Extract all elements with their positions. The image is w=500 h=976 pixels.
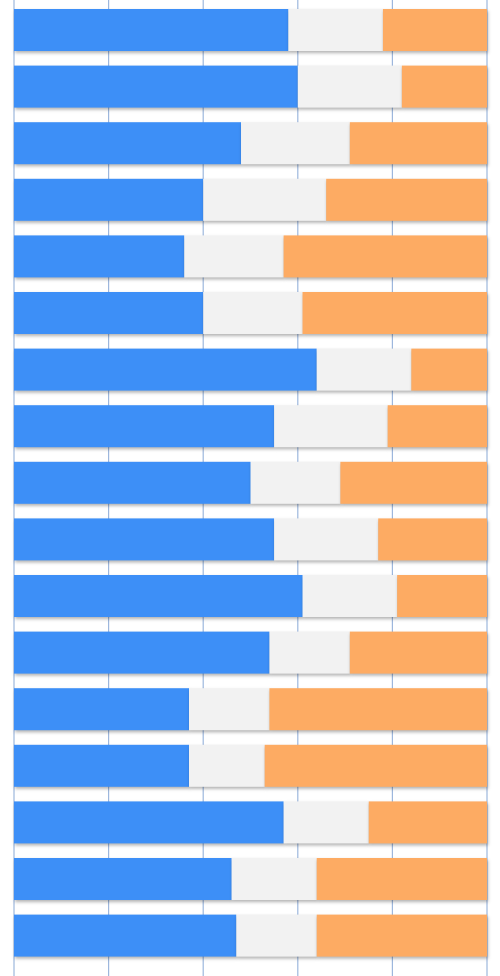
bar-segment bbox=[14, 801, 284, 844]
bar-segment bbox=[236, 914, 317, 957]
bar-segment bbox=[274, 405, 388, 448]
bar-segment bbox=[397, 575, 487, 617]
bar-segment bbox=[231, 858, 317, 900]
bar-segment bbox=[340, 461, 487, 504]
bar-segment bbox=[14, 235, 185, 278]
bar-segment bbox=[283, 235, 487, 278]
bar-segment bbox=[297, 65, 402, 108]
bar-segment bbox=[14, 858, 232, 900]
bar-segment bbox=[349, 631, 487, 674]
bar-segment bbox=[326, 178, 487, 221]
bar-segment bbox=[241, 122, 350, 165]
bar-segment bbox=[189, 744, 265, 787]
bar-segment bbox=[14, 405, 275, 448]
bar-segment bbox=[14, 65, 298, 108]
bar-segment bbox=[283, 801, 369, 844]
bar-segment bbox=[14, 348, 317, 391]
bar-segment bbox=[387, 405, 487, 448]
bar-segment bbox=[14, 292, 204, 334]
bar-segment bbox=[288, 9, 383, 51]
bar-segment bbox=[14, 575, 303, 617]
bar-segment bbox=[302, 292, 487, 334]
bar-segment bbox=[203, 178, 327, 221]
bar-segment bbox=[378, 518, 487, 561]
bar-segment bbox=[14, 9, 289, 51]
bar-segment bbox=[14, 518, 275, 561]
bar-segment bbox=[250, 461, 341, 504]
bar-segment bbox=[14, 688, 190, 731]
bar-segment bbox=[382, 9, 487, 51]
bar-segment bbox=[184, 235, 284, 278]
bar-segment bbox=[269, 688, 487, 731]
bar-segment bbox=[14, 631, 270, 674]
bar-segment bbox=[14, 178, 204, 221]
bar-segment bbox=[14, 461, 251, 504]
bar-segment bbox=[274, 518, 379, 561]
bar-segment bbox=[302, 575, 398, 617]
bar-segment bbox=[264, 744, 487, 787]
bar-segment bbox=[14, 914, 237, 957]
bar-segment bbox=[269, 631, 350, 674]
bar-segment bbox=[203, 292, 303, 334]
bar-segment bbox=[189, 688, 270, 731]
bar-segment bbox=[14, 122, 242, 165]
bar-segment bbox=[411, 348, 487, 391]
bar-segment bbox=[368, 801, 487, 844]
bar-segment bbox=[316, 914, 487, 957]
bar-segment bbox=[316, 858, 487, 900]
bar-segment bbox=[316, 348, 412, 391]
bar-segment bbox=[401, 65, 487, 108]
bar-segment bbox=[349, 122, 487, 165]
bar-segment bbox=[14, 744, 190, 787]
